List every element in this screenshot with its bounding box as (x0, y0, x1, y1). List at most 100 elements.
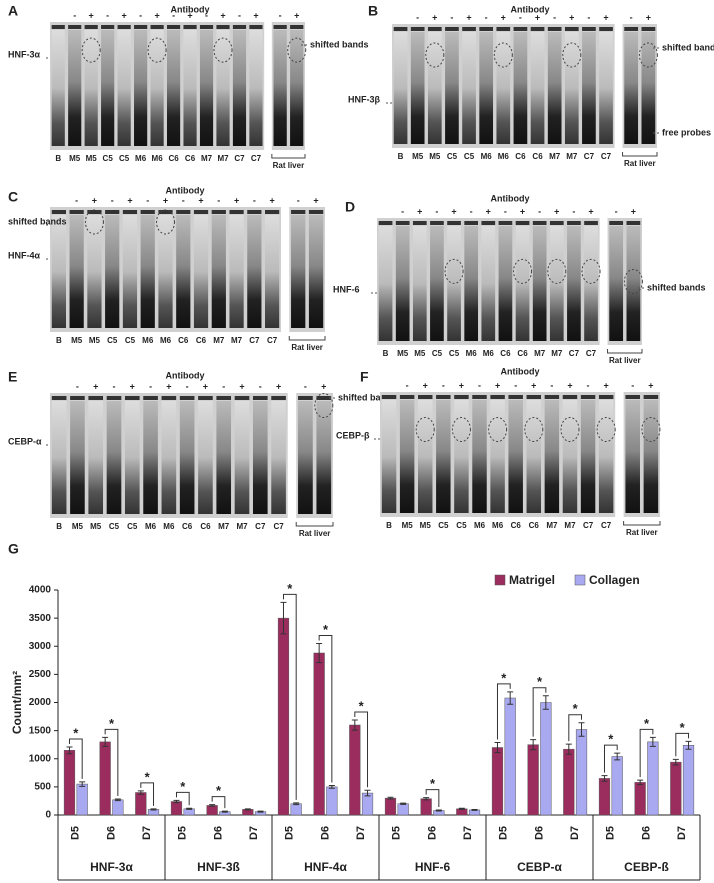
lane-label: B (56, 336, 62, 345)
band-label: shifted bands (310, 39, 369, 49)
gel-well (70, 396, 85, 400)
lane-label: C6 (200, 522, 211, 531)
bar (611, 756, 623, 816)
significance-star: * (287, 581, 293, 596)
lane-label: C7 (234, 154, 245, 163)
error-bar (672, 758, 679, 766)
bar (290, 803, 302, 816)
error-bar (530, 739, 537, 751)
lane-label: C7 (586, 349, 597, 358)
gel-well (232, 25, 247, 29)
panel-letter: D (345, 199, 355, 215)
lane-label: C6 (515, 152, 526, 161)
gel-lane (134, 30, 148, 146)
significance-bracket (318, 634, 333, 783)
gel-well (51, 25, 65, 29)
antibody-sign: - (259, 381, 262, 391)
gel-lane (598, 400, 614, 513)
bar (598, 778, 611, 816)
gel-well (316, 396, 332, 400)
gel-lane (547, 32, 562, 144)
gel-lane (232, 30, 247, 146)
lane-label: M5 (69, 154, 81, 163)
gel-lane (490, 400, 505, 513)
gel-well (498, 221, 513, 225)
significance-star: * (73, 725, 79, 740)
bar (647, 741, 659, 816)
lane-label: M6 (142, 336, 154, 345)
gel-well (412, 221, 427, 225)
antibody-sign: + (604, 380, 609, 390)
gel-well (395, 221, 410, 225)
error-bar (244, 808, 251, 811)
rat-bracket (622, 152, 658, 157)
significance-star: * (501, 670, 507, 685)
significance-bracket (104, 728, 119, 796)
error-bar (685, 740, 692, 750)
shifted-band-circle (287, 37, 307, 63)
antibody-sign: - (279, 10, 282, 20)
bar (504, 697, 516, 816)
gel-well (199, 25, 214, 29)
significance-star: * (644, 716, 650, 731)
gel-lane (530, 32, 545, 144)
antibody-sign: + (313, 195, 318, 205)
gel-well (122, 210, 138, 214)
bar (491, 747, 504, 816)
lane-label: C5 (127, 522, 138, 531)
shifted-band-circle (451, 417, 471, 442)
antibody-sign: - (401, 206, 404, 216)
y-tick-label: 2500 (29, 669, 52, 680)
antibody-sign: + (89, 10, 94, 20)
gel-lane (252, 401, 268, 514)
antibody-sign: - (630, 12, 633, 22)
antibody-sign: - (572, 206, 575, 216)
group-label: HNF-6 (415, 860, 451, 874)
group-label: HNF-4α (304, 860, 347, 874)
shifted-band-circle (623, 269, 643, 294)
rat-bracket (288, 336, 326, 341)
gel-lane (378, 226, 393, 341)
lane-label: C6 (532, 152, 543, 161)
gel-well (417, 395, 433, 399)
error-bar (328, 784, 335, 789)
x-tick-label: D5 (605, 826, 617, 840)
band-label: HNF-4α (8, 250, 40, 260)
error-bar (280, 601, 287, 635)
antibody-sign: - (478, 380, 481, 390)
legend-label: Matrigel (509, 573, 555, 587)
error-bar (293, 802, 300, 806)
gel-lane (582, 32, 596, 144)
antibody-sign: + (466, 12, 471, 22)
shifted-band-circle (81, 37, 101, 63)
antibody-sign: + (321, 381, 326, 391)
gel-well (479, 27, 494, 31)
shifted-band-circle (314, 393, 334, 418)
gel-well (626, 221, 641, 225)
antibody-sign: + (187, 10, 192, 20)
gel-lane (291, 215, 306, 328)
lane-label: M6 (163, 522, 175, 531)
antibody-sign: + (569, 12, 574, 22)
gel-well (584, 221, 598, 225)
significance-bracket (425, 789, 440, 808)
gel-lane (229, 215, 244, 328)
x-tick-label: D6 (533, 826, 545, 840)
antibody-sign: - (435, 206, 438, 216)
antibody-sign: + (451, 206, 456, 216)
gel-well (265, 210, 280, 214)
antibody-sign: + (220, 10, 225, 20)
error-bar (316, 642, 323, 664)
antibody-sign: + (130, 381, 135, 391)
gel-well (609, 221, 624, 225)
gel-well (393, 27, 408, 31)
lane-label: M5 (86, 154, 98, 163)
gel-lane (609, 226, 624, 341)
x-tick-label: D5 (498, 826, 510, 840)
y-tick-label: 0 (45, 810, 51, 821)
antibody-sign: + (253, 10, 258, 20)
significance-star: * (323, 622, 329, 637)
gel-lane (410, 32, 425, 144)
antibody-sign: - (587, 380, 590, 390)
